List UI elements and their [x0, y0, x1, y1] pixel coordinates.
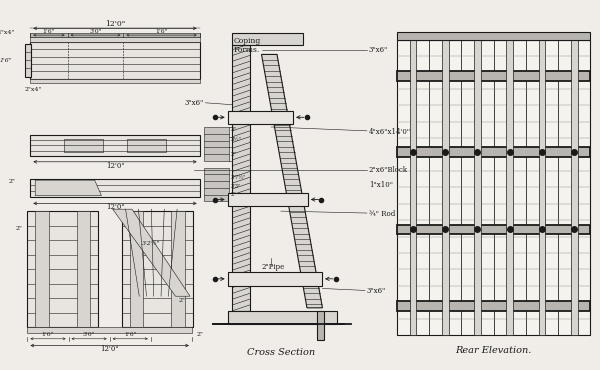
Text: 4"x6"x14'0": 4"x6"x14'0": [369, 128, 411, 136]
Bar: [539, 40, 545, 335]
Bar: [397, 71, 590, 81]
Bar: [461, 40, 494, 335]
Bar: [31, 135, 200, 156]
Text: 12'0": 12'0": [105, 20, 125, 28]
Bar: [35, 211, 49, 327]
Polygon shape: [262, 54, 322, 308]
Bar: [317, 311, 325, 340]
Polygon shape: [113, 209, 190, 296]
Bar: [31, 33, 200, 37]
Text: 3½": 3½": [230, 137, 242, 142]
Text: 3"x6": 3"x6": [184, 99, 203, 107]
Bar: [172, 211, 185, 327]
Text: 3'2½": 3'2½": [142, 240, 161, 246]
Text: 12'0": 12'0": [106, 162, 124, 170]
Bar: [397, 301, 590, 311]
Text: 1'6": 1'6": [43, 29, 55, 34]
Bar: [397, 40, 590, 335]
Bar: [232, 45, 250, 311]
Text: 3'0": 3'0": [89, 29, 102, 34]
Text: 3": 3": [230, 127, 236, 132]
Bar: [205, 127, 229, 161]
Bar: [227, 311, 337, 324]
Bar: [397, 147, 590, 157]
Text: 3"x6": 3"x6": [369, 46, 388, 54]
Text: ¾" Rod: ¾" Rod: [369, 210, 395, 218]
Bar: [429, 40, 461, 335]
Bar: [64, 139, 103, 152]
Text: 2"x6"Block: 2"x6"Block: [369, 166, 408, 175]
Bar: [77, 211, 91, 327]
Bar: [227, 111, 293, 124]
Bar: [442, 40, 449, 335]
Bar: [410, 40, 416, 335]
Bar: [232, 33, 303, 45]
Bar: [474, 40, 481, 335]
Text: 2": 2": [178, 297, 185, 303]
Text: 3'3": 3'3": [230, 184, 241, 189]
Text: 2": 2": [230, 152, 236, 157]
Bar: [506, 40, 513, 335]
Bar: [31, 78, 200, 84]
Bar: [397, 40, 429, 335]
Text: Coping
Forms.: Coping Forms.: [233, 37, 261, 54]
Text: 12'0": 12'0": [100, 346, 119, 353]
Bar: [28, 327, 192, 333]
Bar: [130, 211, 143, 327]
Text: 2": 2": [230, 192, 236, 197]
Bar: [397, 32, 590, 40]
Bar: [127, 139, 166, 152]
Bar: [397, 225, 590, 234]
Bar: [31, 42, 200, 78]
Text: 2"Pipe: 2"Pipe: [262, 263, 285, 271]
Text: 1'6": 1'6": [155, 29, 168, 34]
Bar: [558, 40, 590, 335]
Text: 1'6": 1'6": [0, 58, 12, 63]
Text: Cross Section: Cross Section: [247, 348, 315, 357]
Bar: [31, 37, 200, 42]
Bar: [31, 179, 200, 196]
Bar: [122, 211, 193, 327]
Bar: [494, 40, 526, 335]
Text: 2": 2": [9, 179, 16, 184]
Bar: [227, 193, 308, 206]
Text: 3"x6": 3"x6": [367, 287, 386, 295]
Text: 12'0": 12'0": [106, 203, 124, 211]
Bar: [227, 272, 322, 286]
Text: Rear Elevation.: Rear Elevation.: [455, 346, 532, 355]
Text: 1'6": 1'6": [124, 332, 136, 337]
Text: 1"x10": 1"x10": [369, 181, 393, 189]
Text: 3'0": 3'0": [83, 332, 95, 337]
Text: 1'6": 1'6": [42, 332, 54, 337]
Bar: [526, 40, 558, 335]
Text: 1"x4": 1"x4": [0, 30, 15, 35]
Text: 3'7½": 3'7½": [230, 175, 246, 180]
Bar: [205, 168, 229, 201]
Text: 2": 2": [197, 332, 203, 337]
Text: 2"x4": 2"x4": [25, 87, 42, 92]
Text: 2": 2": [16, 226, 23, 231]
Bar: [571, 40, 578, 335]
Bar: [25, 44, 31, 77]
Bar: [28, 211, 98, 327]
Polygon shape: [35, 180, 101, 196]
